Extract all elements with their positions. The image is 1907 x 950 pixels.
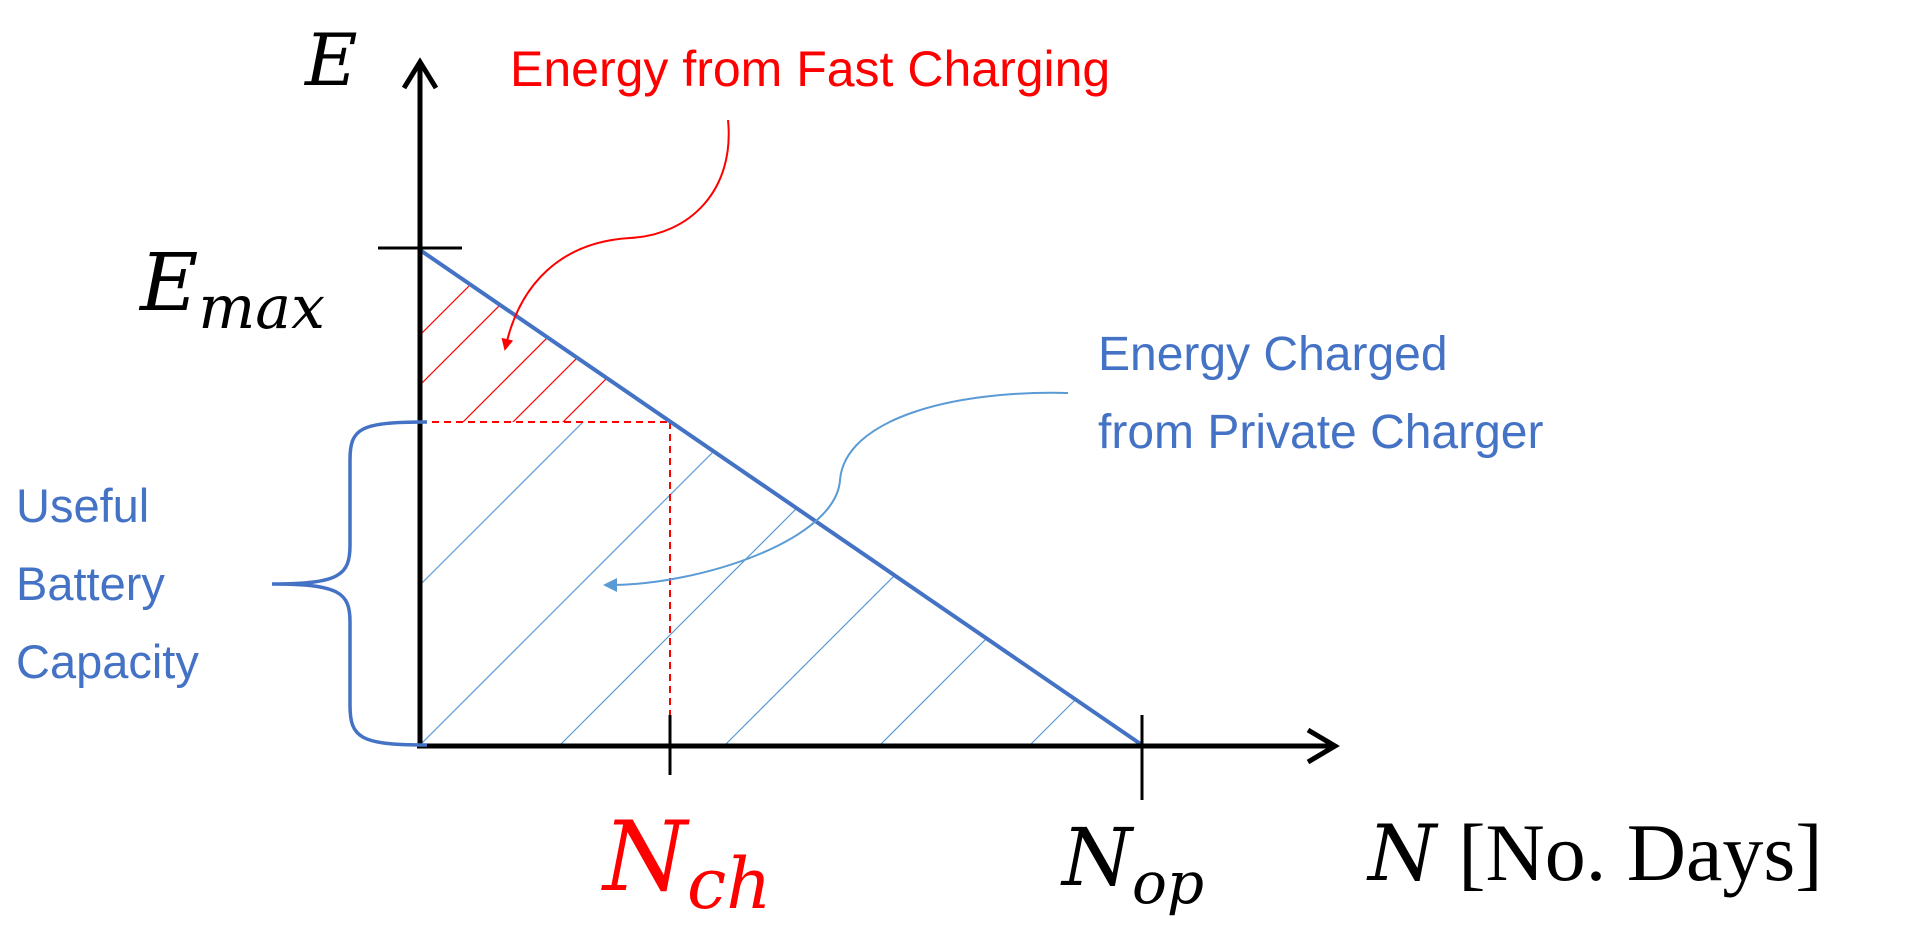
useful-capacity-label-line1: Useful	[16, 479, 149, 532]
private-charger-label-line2: from Private Charger	[1098, 406, 1543, 459]
nop-label: Nop	[1060, 811, 1204, 917]
y-axis-symbol: E	[303, 18, 358, 102]
emax-label: Emax	[138, 236, 325, 343]
private-charger-arrow	[603, 391, 1069, 592]
x-axis-label: N [No. Days]	[1366, 807, 1823, 899]
nch-subscript: ch	[687, 843, 771, 925]
fast-charging-label: Energy from Fast Charging	[510, 41, 1110, 97]
x-axis-symbol: N	[1366, 809, 1439, 899]
useful-capacity-label-line2: Battery	[16, 557, 165, 610]
emax-subscript: max	[198, 273, 325, 343]
nch-label: Nch	[601, 801, 771, 925]
fast-charging-arrow	[501, 119, 730, 351]
emax-main: E	[138, 236, 198, 329]
nop-subscript: op	[1132, 849, 1204, 917]
energy-line	[418, 248, 1144, 747]
fast-charging-hatch	[420, 250, 670, 422]
private-charger-label-line1: Energy Charged	[1098, 328, 1448, 381]
y-axis-arrowhead	[401, 57, 439, 90]
useful-capacity-label-line3: Capacity	[16, 635, 199, 688]
x-axis-unit: [No. Days]	[1458, 807, 1822, 898]
useful-capacity-brace	[271, 420, 428, 747]
x-axis-arrowhead	[1306, 727, 1340, 765]
nop-main: N	[1060, 811, 1135, 904]
nch-main: N	[601, 801, 690, 913]
